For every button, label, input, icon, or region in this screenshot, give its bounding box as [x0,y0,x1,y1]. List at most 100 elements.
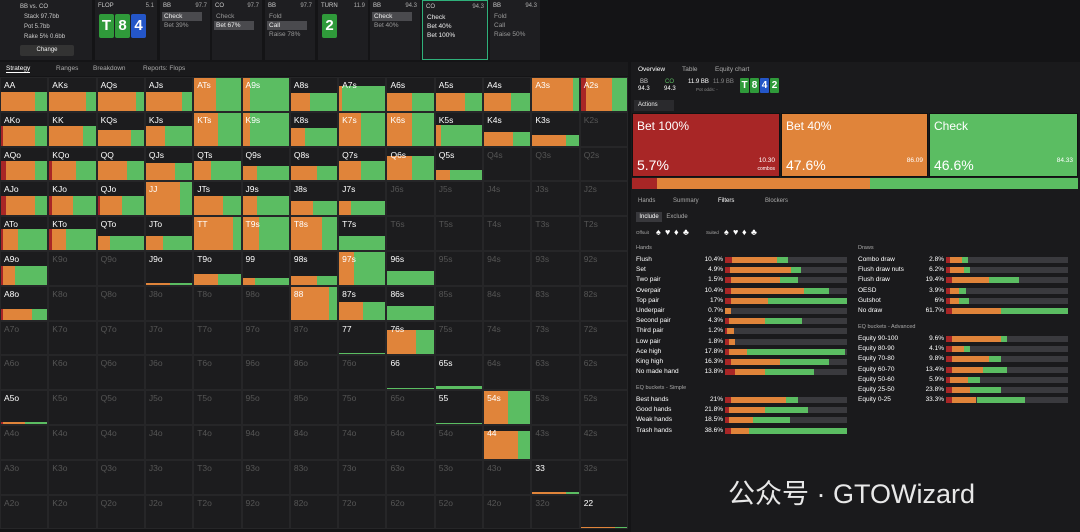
hand-cell[interactable]: 73s [531,320,580,356]
tab[interactable]: Table [682,66,698,73]
hand-cell[interactable]: 75o [338,390,387,425]
hand-cell[interactable]: J8s [289,181,339,217]
hand-cell[interactable]: 65o [386,390,435,425]
tab[interactable]: Overview [638,66,666,73]
hand-cell[interactable]: A4s [483,77,532,112]
hand-cell[interactable]: 97s [338,251,387,286]
hand-cell[interactable]: 96o [241,355,290,391]
hand-cell[interactable]: Q7s [338,146,387,182]
hand-cell[interactable]: 33 [531,459,580,495]
suit-filter[interactable]: ♣ [683,227,689,237]
action-column[interactable]: CO 94.3 Check Bet 40% Bet 100% [422,0,488,60]
hand-cell[interactable]: KTs [193,111,242,147]
hand-cell[interactable]: AKs [48,77,97,112]
filter-name[interactable]: Flush [636,256,652,263]
hand-cell[interactable]: 65s [434,355,484,391]
hand-cell[interactable]: J7s [338,181,387,217]
hand-cell[interactable]: T5s [434,216,484,251]
hand-cell[interactable]: 95s [434,251,484,286]
tab[interactable]: Ranges [56,65,79,72]
hand-cell[interactable]: 64s [483,355,532,391]
hand-cell[interactable]: T9o [193,251,242,286]
hand-cell[interactable]: 83s [531,285,580,321]
hand-cell[interactable]: K7o [48,320,97,356]
action-box[interactable]: Check 46.6% 84.33 [929,113,1078,177]
hand-cell[interactable]: J5s [434,181,484,217]
hand-cell[interactable]: 53s [531,390,580,425]
hand-cell[interactable]: 94o [241,425,290,460]
hand-cell[interactable]: 75s [434,320,484,356]
hand-cell[interactable]: K6o [48,355,97,391]
hand-cell[interactable]: 22 [579,494,628,530]
hand-cell[interactable]: 74s [483,320,532,356]
hand-cell[interactable]: T3s [531,216,580,251]
hand-cell[interactable]: KK [48,111,97,147]
hand-cell[interactable]: A7o [0,320,49,356]
hand-cell[interactable]: T2o [193,494,242,530]
tab[interactable]: Strategy [6,65,31,73]
hand-cell[interactable]: AJs [144,77,194,112]
hand-cell[interactable]: 84o [289,425,339,460]
hand-cell[interactable]: 82o [289,494,339,530]
hand-cell[interactable]: K5o [48,390,97,425]
hand-cell[interactable]: 43o [483,459,532,495]
filter-name[interactable]: Overpair [636,286,661,294]
hand-cell[interactable]: A6s [386,77,435,112]
hand-cell[interactable]: 62s [579,355,628,391]
hand-cell[interactable]: J6s [386,181,435,217]
filter-name[interactable]: Good hands [636,406,672,414]
hand-cell[interactable]: 42o [483,494,532,530]
hand-cell[interactable]: 76o [338,355,387,391]
hand-cell[interactable]: A5o [0,390,49,425]
action-column[interactable]: BB 94.3 Fold Call Raise 50% [490,0,540,60]
hand-cell[interactable]: 54o [434,425,484,460]
hand-cell[interactable]: A2o [0,494,49,530]
filter-name[interactable]: Equity 60-70 [858,365,895,373]
hand-cell[interactable]: A8o [0,285,49,321]
toggle[interactable]: Include [636,212,662,222]
hand-cell[interactable]: K5s [434,111,484,147]
hand-cell[interactable]: 54s [483,390,532,425]
suit-filter[interactable]: ♣ [751,227,757,237]
filter-name[interactable]: Equity 80-90 [858,345,895,353]
filter-name[interactable]: Equity 50-60 [858,375,895,383]
action-option[interactable]: Bet 100% [427,32,456,39]
hand-cell[interactable]: ATs [193,77,242,112]
action-option[interactable]: Bet 40% [427,23,452,30]
hand-cell[interactable]: Q2o [96,494,145,530]
hand-cell[interactable]: T8s [289,216,339,251]
hand-cell[interactable]: T4o [193,425,242,460]
filter-name[interactable]: Ace high [636,347,662,355]
hand-cell[interactable]: K8s [289,111,339,147]
action-option[interactable]: Call [267,21,307,30]
hand-cell[interactable]: A9s [241,77,290,112]
actions-dropdown[interactable]: Actions [634,100,674,111]
hand-cell[interactable]: JJ [144,181,194,217]
hand-cell[interactable]: T5o [193,390,242,425]
hand-cell[interactable]: K8o [48,285,97,321]
change-button[interactable]: Change [20,45,74,56]
hand-cell[interactable]: 92o [241,494,290,530]
filter-name[interactable]: No made hand [636,368,679,376]
hand-cell[interactable]: T2s [579,216,628,251]
filter-name[interactable]: Combo draw [858,256,895,263]
filter-name[interactable]: Second pair [636,317,671,325]
action-option[interactable]: Bet 39% [164,22,189,29]
filter-name[interactable]: Trash hands [636,426,672,434]
suit-filter[interactable]: ♥ [733,227,739,237]
hand-cell[interactable]: K7s [338,111,387,147]
hand-cell[interactable]: 97o [241,320,290,356]
hand-cell[interactable]: 76s [386,320,435,356]
filter-name[interactable]: No draw [858,307,883,314]
hand-cell[interactable]: Q5o [96,390,145,425]
hand-cell[interactable]: K6s [386,111,435,147]
hand-cell[interactable]: Q9s [241,146,290,182]
hand-cell[interactable]: 44 [483,425,532,460]
hand-cell[interactable]: 98s [289,251,339,286]
hand-cell[interactable]: J4s [483,181,532,217]
filter-name[interactable]: Top pair [636,296,660,304]
filter-name[interactable]: Low pair [636,337,661,345]
hand-cell[interactable]: J5o [144,390,194,425]
action-option[interactable]: Raise 78% [269,31,301,38]
toggle[interactable]: Exclude [666,214,688,220]
